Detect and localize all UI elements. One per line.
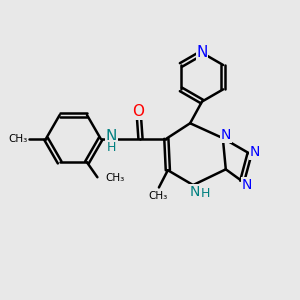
Text: N: N xyxy=(242,178,252,192)
Text: N: N xyxy=(106,129,117,144)
Text: N: N xyxy=(189,184,200,199)
Text: H: H xyxy=(201,188,210,200)
Text: H: H xyxy=(107,140,116,154)
Text: CH₃: CH₃ xyxy=(149,191,168,201)
Text: CH₃: CH₃ xyxy=(106,173,125,183)
Text: CH₃: CH₃ xyxy=(8,134,27,144)
Text: O: O xyxy=(132,104,144,119)
Text: N: N xyxy=(250,145,260,159)
Text: N: N xyxy=(196,45,208,60)
Text: N: N xyxy=(220,128,231,142)
